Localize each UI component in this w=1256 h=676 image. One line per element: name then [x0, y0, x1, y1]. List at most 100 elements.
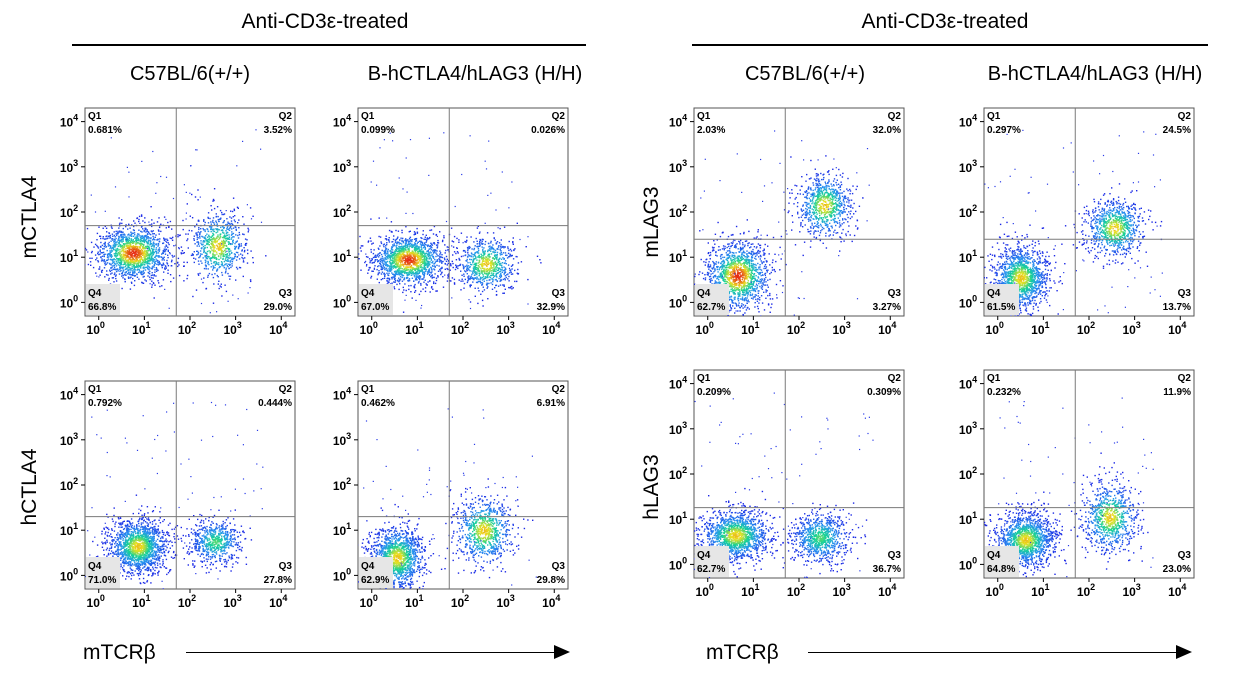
- event-dot: [500, 258, 503, 260]
- event-dot: [213, 257, 215, 259]
- event-dot: [482, 251, 484, 254]
- event-dot: [108, 277, 110, 280]
- event-dot: [460, 255, 463, 258]
- event-dot: [214, 238, 216, 240]
- event-dot: [149, 278, 151, 281]
- event-dot: [426, 284, 428, 286]
- event-dot: [137, 271, 140, 274]
- event-dot: [213, 256, 216, 258]
- event-dot: [212, 267, 215, 269]
- event-dot: [446, 246, 448, 248]
- event-dot: [481, 272, 483, 274]
- event-dot: [478, 249, 480, 252]
- event-dot: [97, 251, 99, 253]
- event-dot: [132, 252, 135, 254]
- event-dot: [402, 247, 404, 249]
- event-dot: [131, 540, 134, 542]
- event-dot: [154, 256, 156, 258]
- event-dot: [412, 259, 414, 261]
- event-dot: [442, 239, 444, 242]
- event-dot: [162, 279, 165, 281]
- event-dot: [408, 268, 410, 271]
- event-dot: [137, 252, 140, 254]
- event-dot: [409, 252, 412, 254]
- event-dot: [512, 287, 514, 289]
- event-dot: [397, 273, 399, 276]
- event-dot: [420, 266, 423, 268]
- event-dot: [102, 237, 104, 240]
- event-dot: [205, 239, 207, 242]
- event-dot: [168, 226, 170, 228]
- event-dot: [500, 274, 502, 276]
- event-dot: [178, 248, 180, 250]
- event-dot: [232, 227, 235, 229]
- event-dot: [146, 235, 148, 237]
- event-dot: [85, 247, 87, 250]
- event-dot: [419, 256, 421, 258]
- event-dot: [147, 253, 150, 256]
- event-dot: [130, 238, 133, 240]
- event-dot: [505, 263, 507, 265]
- event-dot: [111, 255, 113, 257]
- event-dot: [99, 266, 101, 268]
- event-dot: [153, 537, 155, 539]
- event-dot: [163, 271, 165, 273]
- event-dot: [137, 242, 140, 244]
- event-dot: [469, 286, 471, 288]
- event-dot: [478, 261, 481, 263]
- event-dot: [417, 262, 419, 264]
- event-dot: [489, 279, 491, 281]
- event-dot: [125, 256, 128, 258]
- event-dot: [220, 229, 223, 232]
- event-dot: [503, 285, 505, 287]
- event-dot: [486, 262, 488, 264]
- event-dot: [132, 271, 134, 273]
- event-dot: [402, 311, 405, 313]
- event-dot: [160, 175, 162, 178]
- event-dot: [469, 246, 471, 249]
- event-dot: [395, 271, 398, 273]
- event-dot: [155, 267, 158, 269]
- event-dot: [481, 267, 484, 269]
- event-dot: [403, 289, 405, 291]
- event-dot: [197, 242, 200, 244]
- event-dot: [219, 235, 221, 237]
- event-dot: [222, 239, 225, 241]
- event-dot: [103, 260, 105, 263]
- event-dot: [464, 265, 467, 268]
- event-dot: [431, 275, 433, 277]
- event-dot: [436, 244, 439, 246]
- event-dot: [114, 242, 116, 245]
- event-dot: [149, 253, 152, 256]
- event-dot: [490, 269, 492, 272]
- event-dot: [387, 270, 389, 272]
- event-dot: [216, 268, 219, 270]
- event-dot: [119, 259, 121, 261]
- event-dot: [423, 243, 426, 245]
- event-dot: [439, 270, 442, 272]
- event-dot: [503, 266, 505, 268]
- event-dot: [245, 244, 247, 246]
- event-dot: [217, 238, 220, 241]
- event-dot: [419, 260, 421, 262]
- event-dot: [410, 245, 412, 247]
- event-dot: [410, 291, 412, 293]
- event-dot: [212, 217, 215, 219]
- event-dot: [425, 264, 427, 266]
- event-dot: [147, 555, 150, 557]
- event-dot: [443, 237, 445, 239]
- event-dot: [119, 248, 121, 251]
- event-dot: [482, 255, 485, 257]
- event-dot: [156, 252, 158, 254]
- event-dot: [383, 277, 386, 279]
- event-dot: [122, 274, 124, 277]
- event-dot: [139, 237, 142, 239]
- event-dot: [139, 245, 142, 247]
- event-dot: [154, 506, 156, 508]
- event-dot: [401, 258, 404, 260]
- event-dot: [476, 278, 478, 280]
- event-dot: [166, 546, 168, 549]
- event-dot: [417, 265, 420, 267]
- event-dot: [233, 208, 235, 210]
- event-dot: [413, 258, 415, 260]
